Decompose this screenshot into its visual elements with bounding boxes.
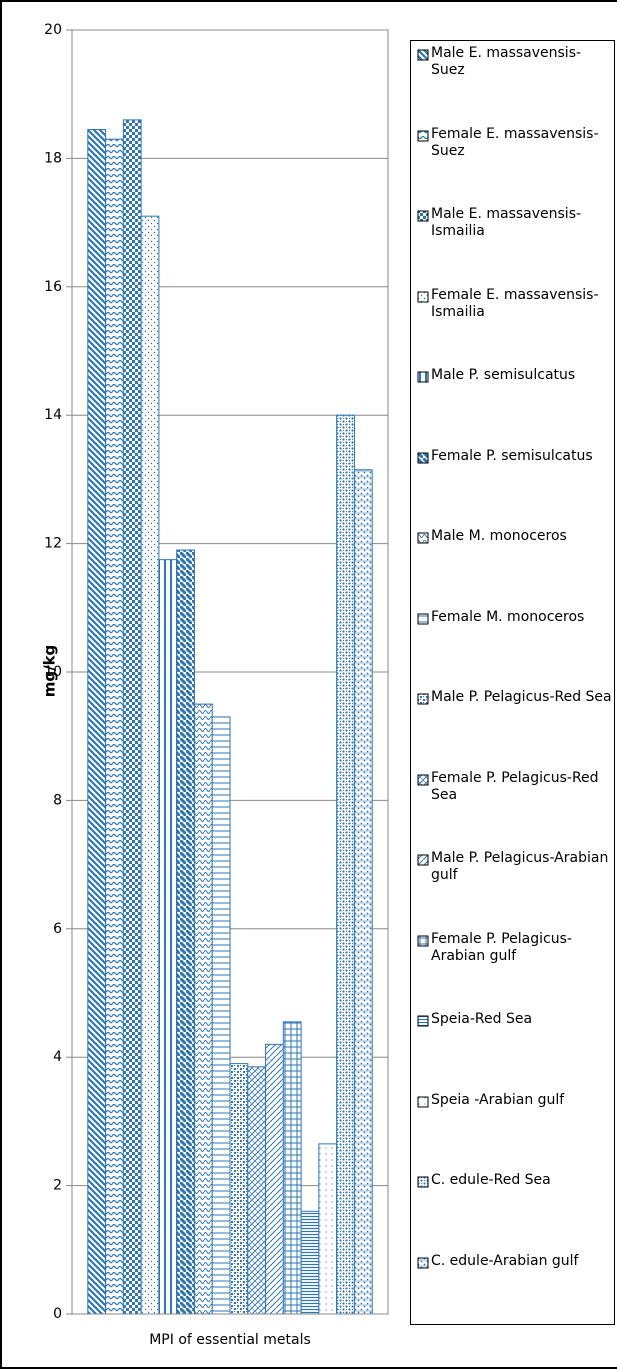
legend-swatch xyxy=(417,49,429,61)
legend-entry: C. edule-Red Sea xyxy=(417,1172,613,1189)
bar xyxy=(158,559,178,1315)
legend-swatch xyxy=(417,854,429,866)
legend-entry: Male P. Pelagicus-Red Sea xyxy=(417,689,613,706)
legend-label: Female P. Pelagicus-Red Sea xyxy=(431,769,599,803)
legend-entry: Female P. Pelagicus-Red Sea xyxy=(417,770,613,804)
legend-swatch xyxy=(417,371,429,383)
legend-entry: Male M. monoceros xyxy=(417,528,613,545)
legend-entry: Male P. semisulcatus xyxy=(417,367,613,384)
x-tick-label: MPI of essential metals xyxy=(149,1332,311,1348)
legend-label: Male E. massavensis-Suez xyxy=(431,45,582,78)
bar xyxy=(193,703,213,1315)
legend-swatch xyxy=(417,210,429,222)
legend-label: Male M. monoceros xyxy=(431,528,567,544)
y-tick-label: 10 xyxy=(44,664,62,680)
legend-label: Speia-Red Sea xyxy=(431,1011,533,1027)
legend-label: Female E. massavensis-Ismailia xyxy=(431,286,599,320)
bar xyxy=(282,1021,302,1315)
legend-label: Female M. monoceros xyxy=(431,608,585,625)
legend-entry: Male P. Pelagicus-Arabian gulf xyxy=(417,850,613,884)
y-axis-label: mg/kg xyxy=(41,645,59,698)
y-tick-label: 16 xyxy=(44,279,62,295)
legend-entry: Female E. massavensis-Suez xyxy=(417,126,613,160)
legend-entry: Male E. massavensis-Suez xyxy=(417,45,613,79)
legend-entry: Female P. Pelagicus-Arabian gulf xyxy=(417,931,613,965)
legend-label: Male P. semisulcatus xyxy=(431,367,576,383)
y-tick-label: 2 xyxy=(53,1178,62,1194)
legend: Male E. massavensis-Suez Female E. massav… xyxy=(410,40,615,1325)
y-tick-label: 18 xyxy=(44,150,62,166)
bar xyxy=(265,1043,284,1315)
legend-swatch xyxy=(417,291,429,302)
y-tick-label: 4 xyxy=(53,1049,62,1065)
legend-entry: Female E. massavensis-Ismailia xyxy=(417,287,613,321)
y-tick-label: 20 xyxy=(44,22,62,38)
bar xyxy=(353,469,373,1315)
legend-label: Male E. massavensis-Ismailia xyxy=(431,206,582,239)
bar xyxy=(318,1143,338,1315)
bar xyxy=(87,129,107,1315)
legend-label: Female P. semisulcatus xyxy=(431,447,593,464)
y-tick-label: 14 xyxy=(44,407,62,423)
legend-entry: Female M. monoceros xyxy=(417,609,613,626)
legend-swatch xyxy=(417,130,429,141)
legend-swatch xyxy=(417,452,429,463)
legend-label: Female P. Pelagicus-Arabian gulf xyxy=(431,930,572,964)
legend-swatch xyxy=(417,1015,429,1027)
bar xyxy=(105,138,124,1315)
y-tick-label: 6 xyxy=(53,921,62,937)
legend-entry: Speia-Red Sea xyxy=(417,1011,613,1028)
y-tick-label: 0 xyxy=(53,1306,62,1322)
legend-swatch xyxy=(417,532,429,544)
bar xyxy=(122,119,142,1315)
legend-entry: Male E. massavensis-Ismailia xyxy=(417,206,613,240)
legend-label: Speia -Arabian gulf xyxy=(431,1091,565,1108)
legend-swatch xyxy=(417,935,429,946)
bar xyxy=(229,1063,249,1315)
legend-swatch xyxy=(417,774,429,785)
legend-swatch xyxy=(417,693,429,705)
bar xyxy=(140,215,160,1315)
bar xyxy=(247,1066,267,1315)
legend-entry: C. edule-Arabian gulf xyxy=(417,1253,613,1270)
legend-swatch xyxy=(417,1096,429,1107)
bar xyxy=(176,549,195,1315)
y-tick-label: 12 xyxy=(44,536,62,552)
bar xyxy=(211,716,231,1315)
legend-swatch xyxy=(417,1257,429,1268)
y-tick-label: 8 xyxy=(53,792,62,808)
legend-label: Female E. massavensis-Suez xyxy=(431,125,599,159)
legend-entry: Speia -Arabian gulf xyxy=(417,1092,613,1109)
legend-entry: Female P. semisulcatus xyxy=(417,448,613,465)
bar xyxy=(300,1210,320,1315)
bar xyxy=(336,414,355,1315)
legend-label: C. edule-Arabian gulf xyxy=(431,1252,579,1269)
legend-label: Male P. Pelagicus-Red Sea xyxy=(431,689,612,705)
legend-label: Male P. Pelagicus-Arabian gulf xyxy=(431,850,609,883)
legend-swatch xyxy=(417,1176,429,1188)
legend-label: C. edule-Red Sea xyxy=(431,1172,551,1188)
legend-swatch xyxy=(417,613,429,624)
